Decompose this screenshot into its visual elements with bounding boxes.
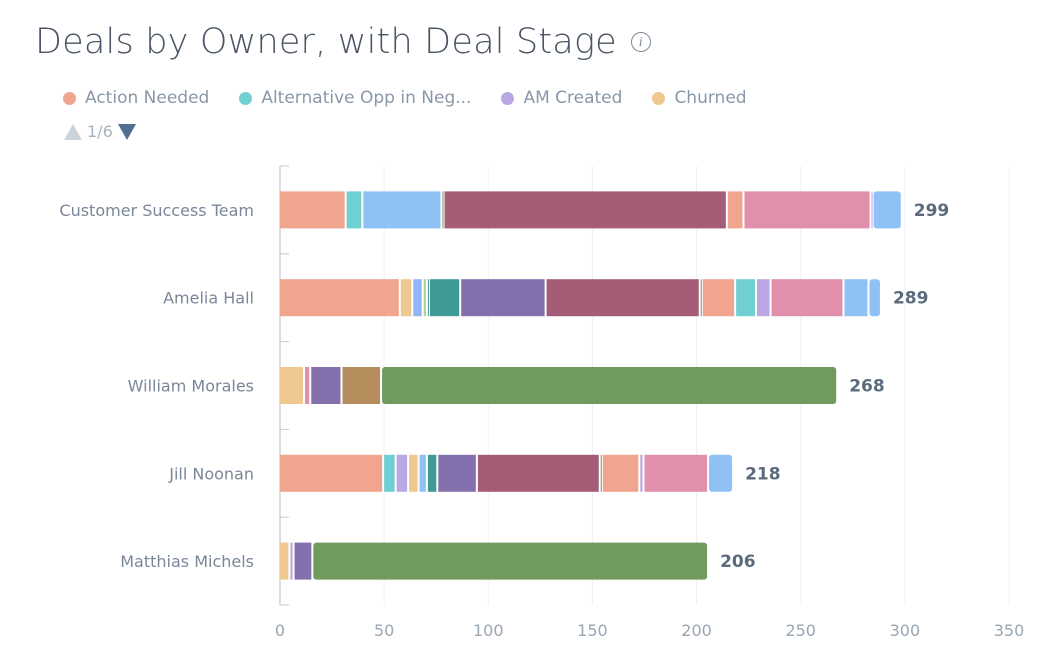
x-tick-label: 250 bbox=[785, 621, 816, 640]
bar-segment bbox=[873, 191, 901, 229]
bar-segment bbox=[280, 367, 303, 404]
bar-segment bbox=[280, 454, 383, 492]
legend-item-am-created[interactable]: AM Created bbox=[501, 88, 622, 108]
bar-segment bbox=[709, 454, 733, 492]
y-category-label: Jill Noonan bbox=[168, 464, 254, 483]
bar-segment bbox=[427, 454, 437, 492]
bar-total-label: 268 bbox=[849, 377, 885, 397]
bar-segment bbox=[844, 279, 868, 317]
bar-segment bbox=[600, 454, 602, 492]
chart-title-text: Deals by Owner, with Deal Stage bbox=[35, 22, 617, 62]
bar-segment bbox=[400, 279, 412, 317]
bar-segment bbox=[409, 454, 418, 492]
bar-segment bbox=[727, 191, 743, 229]
bar-segment bbox=[342, 367, 381, 404]
legend-label: AM Created bbox=[523, 88, 623, 108]
legend-dot-icon bbox=[239, 91, 253, 105]
legend-label: Churned bbox=[674, 88, 747, 108]
legend-label: Action Needed bbox=[85, 88, 210, 108]
legend-item-alternative-opp[interactable]: Alternative Opp in Neg... bbox=[239, 88, 471, 108]
bar-segment bbox=[429, 279, 460, 317]
x-tick-label: 350 bbox=[994, 621, 1025, 640]
bar-segment bbox=[346, 191, 362, 229]
bar-segment bbox=[280, 542, 289, 580]
bar-segment bbox=[413, 279, 422, 317]
bar-segment bbox=[756, 279, 770, 317]
bar-total-label: 289 bbox=[893, 289, 929, 309]
x-tick-label: 300 bbox=[890, 621, 921, 640]
bar-segment bbox=[438, 454, 476, 492]
y-category-label: William Morales bbox=[128, 377, 254, 396]
legend-dot-icon bbox=[652, 91, 666, 105]
y-category-label: Customer Success Team bbox=[59, 201, 254, 220]
legend-item-churned[interactable]: Churned bbox=[652, 88, 747, 108]
bar-segment bbox=[461, 279, 545, 317]
bar-segment bbox=[771, 279, 843, 317]
bar-total-label: 299 bbox=[914, 201, 950, 221]
bar-segment bbox=[871, 191, 873, 229]
x-tick-label: 50 bbox=[374, 621, 394, 640]
legend-label: Alternative Opp in Neg... bbox=[261, 88, 472, 108]
bar-segment bbox=[644, 454, 708, 492]
bar-segment bbox=[546, 279, 699, 317]
bar-segment bbox=[311, 367, 341, 404]
bar-segment bbox=[700, 279, 702, 317]
legend-prev-page-icon[interactable] bbox=[64, 123, 82, 140]
bar-segment bbox=[744, 191, 870, 229]
legend-next-page-icon[interactable] bbox=[117, 123, 136, 140]
bar-segment bbox=[602, 454, 639, 492]
legend-dot-icon bbox=[63, 91, 76, 105]
bar-segment bbox=[869, 279, 880, 317]
bar-total-label: 206 bbox=[720, 552, 756, 572]
legend-page-indicator: 1/6 bbox=[87, 122, 113, 141]
bar-total-label: 218 bbox=[745, 464, 781, 484]
bar-segment bbox=[444, 191, 726, 229]
x-tick-label: 0 bbox=[275, 621, 285, 640]
legend: Action Needed Alternative Opp in Neg... … bbox=[63, 88, 747, 108]
bar-segment bbox=[280, 279, 399, 317]
bar-segment bbox=[477, 454, 599, 492]
y-category-label: Matthias Michels bbox=[120, 552, 254, 571]
bar-segment bbox=[736, 279, 755, 317]
bar-segment bbox=[427, 279, 429, 317]
bar-segment bbox=[396, 454, 408, 492]
bar-segment bbox=[419, 454, 426, 492]
bar-segment bbox=[384, 454, 395, 492]
legend-dot-icon bbox=[501, 91, 515, 105]
x-tick-label: 100 bbox=[473, 621, 504, 640]
legend-pager: 1/6 bbox=[64, 122, 136, 141]
bar-segment bbox=[313, 542, 708, 580]
chart-title: Deals by Owner, with Deal Stage i bbox=[35, 22, 651, 62]
y-category-label: Amelia Hall bbox=[163, 289, 254, 308]
bar-segment bbox=[702, 279, 735, 317]
info-icon[interactable]: i bbox=[630, 32, 651, 52]
bar-segment bbox=[363, 191, 441, 229]
bar-segment bbox=[423, 279, 426, 317]
bar-segment bbox=[280, 191, 345, 229]
bar-segment bbox=[304, 367, 310, 404]
bar-segment bbox=[290, 542, 293, 580]
bar-segment bbox=[442, 191, 444, 229]
bar-segment bbox=[640, 454, 643, 492]
bar-segment bbox=[294, 542, 312, 580]
bar-segment bbox=[382, 367, 837, 404]
x-tick-label: 150 bbox=[577, 621, 608, 640]
legend-item-action-needed[interactable]: Action Needed bbox=[63, 88, 209, 108]
x-tick-label: 200 bbox=[681, 621, 712, 640]
